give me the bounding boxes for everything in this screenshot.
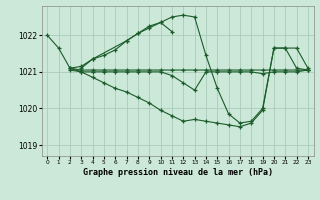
- X-axis label: Graphe pression niveau de la mer (hPa): Graphe pression niveau de la mer (hPa): [83, 168, 273, 177]
